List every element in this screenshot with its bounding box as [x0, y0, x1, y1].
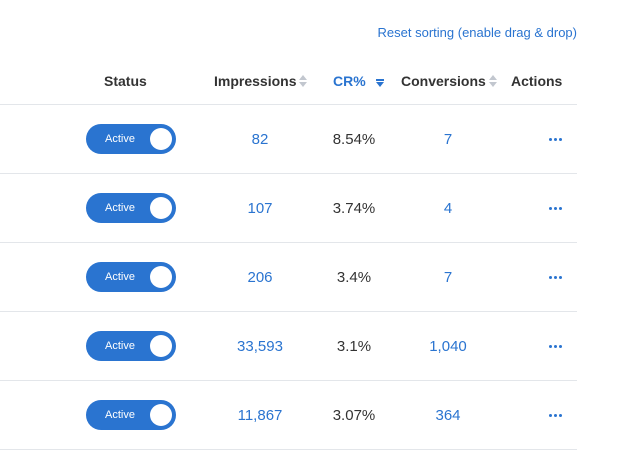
impressions-cell[interactable]: 206	[247, 268, 273, 286]
status-toggle[interactable]: Active	[86, 331, 176, 361]
header-actions: Actions	[511, 58, 562, 104]
table-row: Active 82 8.54% 7	[0, 105, 577, 174]
status-label: Active	[105, 409, 135, 421]
cr-cell: 8.54%	[332, 130, 376, 148]
header-actions-label: Actions	[511, 73, 563, 89]
impressions-cell[interactable]: 33,593	[237, 337, 283, 355]
cr-cell: 3.07%	[332, 406, 376, 424]
conversions-cell[interactable]: 7	[443, 268, 453, 286]
actions-cell	[535, 312, 575, 380]
header-impressions[interactable]: Impressions	[214, 58, 308, 104]
impressions-cell[interactable]: 107	[247, 199, 273, 217]
header-impressions-label: Impressions	[214, 73, 297, 89]
actions-cell	[535, 105, 575, 173]
status-label: Active	[105, 133, 135, 145]
header-conversions[interactable]: Conversions	[401, 58, 497, 104]
conversions-cell[interactable]: 364	[435, 406, 461, 424]
toggle-knob	[150, 197, 172, 219]
table-row: Active 11,867 3.07% 364	[0, 381, 577, 450]
sort-icon[interactable]	[299, 75, 308, 87]
impressions-cell[interactable]: 11,867	[237, 406, 283, 424]
table-row: Active 33,593 3.1% 1,040	[0, 312, 577, 381]
reset-sorting-link[interactable]: Reset sorting (enable drag & drop)	[377, 25, 577, 40]
status-toggle[interactable]: Active	[86, 262, 176, 292]
conversions-cell[interactable]: 1,040	[429, 337, 467, 355]
cr-cell: 3.4%	[336, 268, 372, 286]
status-toggle[interactable]: Active	[86, 400, 176, 430]
status-cell: Active	[86, 243, 176, 311]
header-status-label: Status	[104, 73, 147, 89]
campaign-table: Status Impressions CR% Conversions Actio…	[0, 58, 577, 450]
sort-descending-icon[interactable]	[375, 79, 384, 87]
conversions-cell[interactable]: 4	[443, 199, 453, 217]
header-status: Status	[104, 58, 147, 104]
more-horizontal-icon[interactable]	[545, 203, 566, 214]
actions-cell	[535, 243, 575, 311]
table-row: Active 206 3.4% 7	[0, 243, 577, 312]
more-horizontal-icon[interactable]	[545, 341, 566, 352]
toggle-knob	[150, 128, 172, 150]
cr-cell: 3.74%	[332, 199, 376, 217]
status-label: Active	[105, 340, 135, 352]
cr-cell: 3.1%	[336, 337, 372, 355]
toggle-knob	[150, 335, 172, 357]
status-label: Active	[105, 271, 135, 283]
status-label: Active	[105, 202, 135, 214]
impressions-cell[interactable]: 82	[251, 130, 269, 148]
more-horizontal-icon[interactable]	[545, 272, 566, 283]
status-cell: Active	[86, 174, 176, 242]
status-toggle[interactable]: Active	[86, 124, 176, 154]
table-row: Active 107 3.74% 4	[0, 174, 577, 243]
header-conversions-label: Conversions	[401, 73, 486, 89]
toggle-knob	[150, 404, 172, 426]
conversions-cell[interactable]: 7	[443, 130, 453, 148]
header-cr[interactable]: CR%	[333, 58, 384, 104]
status-cell: Active	[86, 105, 176, 173]
status-toggle[interactable]: Active	[86, 193, 176, 223]
actions-cell	[535, 174, 575, 242]
status-cell: Active	[86, 381, 176, 449]
table-header: Status Impressions CR% Conversions Actio…	[0, 58, 577, 105]
status-cell: Active	[86, 312, 176, 380]
more-horizontal-icon[interactable]	[545, 410, 566, 421]
toggle-knob	[150, 266, 172, 288]
actions-cell	[535, 381, 575, 449]
sort-icon[interactable]	[488, 75, 497, 87]
more-horizontal-icon[interactable]	[545, 134, 566, 145]
header-cr-label: CR%	[333, 73, 366, 89]
